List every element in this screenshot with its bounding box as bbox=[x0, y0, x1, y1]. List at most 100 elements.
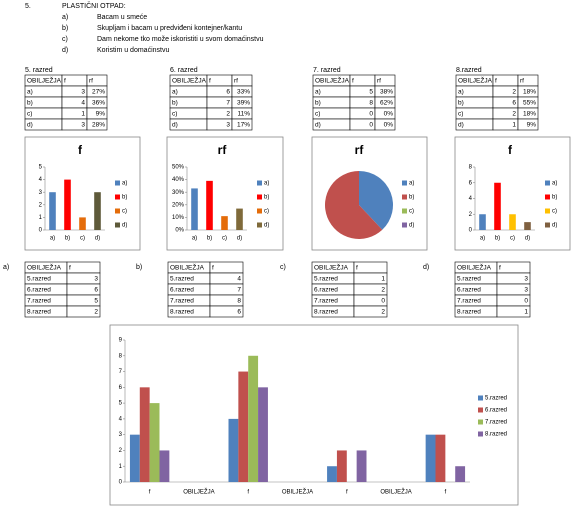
bar bbox=[435, 434, 446, 482]
table-value: 17% bbox=[237, 122, 250, 129]
bar bbox=[509, 214, 516, 230]
table-value: 1 bbox=[524, 309, 528, 316]
table-value: 18% bbox=[523, 111, 536, 118]
option-letter: a) bbox=[62, 14, 68, 21]
bar bbox=[159, 450, 170, 482]
table-cell bbox=[209, 261, 244, 274]
y-tick-label: 2 bbox=[469, 212, 473, 218]
bar bbox=[149, 403, 160, 482]
table-value: 2 bbox=[512, 89, 516, 96]
legend-swatch bbox=[478, 407, 483, 413]
table-value: 7 bbox=[237, 287, 241, 294]
bar bbox=[228, 418, 239, 482]
table-header: OBILJEŽJA bbox=[457, 263, 492, 272]
table-value: 2 bbox=[94, 309, 98, 316]
table-cell bbox=[66, 305, 101, 318]
table-cell bbox=[496, 261, 531, 274]
table-value: 7 bbox=[226, 100, 230, 107]
legend-swatch bbox=[402, 194, 407, 200]
table-header: f bbox=[69, 265, 71, 272]
pie-slice bbox=[359, 171, 393, 230]
legend-label: d) bbox=[264, 223, 269, 229]
table-value: d) bbox=[458, 122, 464, 129]
legend-label: 7.razred bbox=[485, 420, 507, 426]
chart-frame bbox=[24, 136, 141, 251]
x-tick-label: b) bbox=[65, 236, 70, 242]
bar bbox=[238, 371, 249, 482]
bar bbox=[64, 179, 71, 230]
legend-swatch bbox=[115, 180, 120, 186]
y-tick-label: 20% bbox=[172, 202, 185, 208]
legend-swatch bbox=[257, 180, 262, 186]
x-tick-label: c) bbox=[510, 236, 515, 242]
option-letter: d) bbox=[62, 47, 68, 54]
table-value: 7.razred bbox=[457, 298, 481, 305]
legend-swatch bbox=[402, 180, 407, 186]
table-header: rf bbox=[89, 78, 93, 85]
table-value: 1 bbox=[381, 276, 385, 283]
legend-label: d) bbox=[552, 223, 557, 229]
table-cell bbox=[353, 261, 388, 274]
x-tick-label: b) bbox=[207, 236, 212, 242]
y-tick-label: 5 bbox=[39, 165, 43, 171]
y-tick-label: 0 bbox=[469, 228, 473, 234]
legend-label: a) bbox=[264, 181, 269, 187]
table-value: 5.razred bbox=[314, 276, 338, 283]
y-tick-label: 1 bbox=[39, 215, 43, 221]
table-header: OBILJEŽJA bbox=[27, 263, 62, 272]
x-tick-label: d) bbox=[525, 236, 530, 242]
y-tick-label: 9 bbox=[119, 338, 123, 344]
table-cell bbox=[209, 305, 244, 318]
bar bbox=[236, 208, 243, 230]
bar bbox=[327, 466, 337, 482]
legend-swatch bbox=[478, 431, 483, 437]
table-value: 8.razred bbox=[170, 309, 194, 316]
legend-swatch bbox=[478, 395, 483, 401]
table-label: c) bbox=[280, 264, 286, 271]
table-value: 5.razred bbox=[457, 276, 481, 283]
bar bbox=[248, 355, 259, 482]
legend-label: 8.razred bbox=[485, 432, 507, 438]
x-tick-label: b) bbox=[495, 236, 500, 242]
table-value: 18% bbox=[523, 89, 536, 96]
y-tick-label: 0 bbox=[119, 480, 123, 486]
legend-label: b) bbox=[122, 195, 127, 201]
table-cell bbox=[517, 118, 539, 131]
y-tick-label: 4 bbox=[119, 416, 123, 422]
x-tick-label: a) bbox=[50, 236, 55, 242]
table-value: 38% bbox=[380, 89, 393, 96]
table-value: b) bbox=[172, 100, 178, 107]
legend-label: d) bbox=[409, 223, 414, 229]
table-header: f bbox=[64, 78, 66, 85]
x-tick-label: d) bbox=[237, 236, 242, 242]
table-value: 6 bbox=[512, 100, 516, 107]
table-header: f bbox=[495, 78, 497, 85]
table-value: c) bbox=[458, 111, 463, 118]
table-value: 0 bbox=[369, 111, 373, 118]
table-header: f bbox=[352, 78, 354, 85]
table-value: 11% bbox=[237, 111, 250, 118]
table-header: rf bbox=[234, 78, 238, 85]
table-value: a) bbox=[172, 89, 178, 96]
legend-label: d) bbox=[122, 223, 127, 229]
legend-swatch bbox=[257, 208, 262, 214]
legend-swatch bbox=[478, 419, 483, 425]
table-value: 5 bbox=[369, 89, 373, 96]
table-value: 5.razred bbox=[170, 276, 194, 283]
table-value: 2 bbox=[226, 111, 230, 118]
legend-swatch bbox=[402, 208, 407, 214]
y-tick-label: 7 bbox=[119, 369, 123, 375]
bar bbox=[129, 434, 140, 482]
table-value: 9% bbox=[527, 122, 537, 129]
table-value: 7.razred bbox=[314, 298, 338, 305]
table-value: d) bbox=[27, 122, 33, 129]
table-value: 4 bbox=[237, 276, 241, 283]
option-letter: b) bbox=[62, 25, 68, 32]
legend-swatch bbox=[545, 222, 550, 228]
bar bbox=[94, 192, 101, 230]
x-tick-label: a) bbox=[192, 236, 197, 242]
option-text: Bacam u smeće bbox=[97, 14, 147, 21]
table-value: 2 bbox=[381, 309, 385, 316]
table-value: 36% bbox=[92, 100, 105, 107]
y-tick-label: 4 bbox=[39, 177, 43, 183]
